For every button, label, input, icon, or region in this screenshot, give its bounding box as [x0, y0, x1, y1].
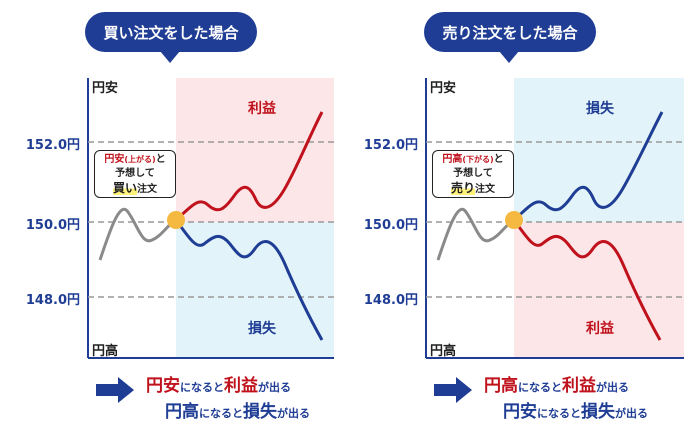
- price-label-148: 148.0円: [363, 293, 418, 308]
- sell-order-panel: 売り注文をした場合 円安 円高 152.0円 150.0円 148.0円 損失 …: [350, 0, 700, 440]
- entry-point: [505, 211, 523, 229]
- axis-top-label: 円安: [430, 81, 457, 96]
- buy-order-panel: 買い注文をした場合 円安 円高 152.0円 150.0円 148.0円 利益 …: [25, 12, 334, 422]
- zone-bottom-label: 利益: [586, 321, 614, 337]
- price-label-150: 150.0円: [363, 218, 418, 233]
- axis-bottom-label: 円高: [92, 344, 119, 359]
- price-label-152: 152.0円: [363, 138, 418, 153]
- sell-chart: [425, 78, 684, 359]
- callout-pair: 円高: [442, 154, 463, 165]
- callout-order: 売り: [450, 181, 475, 195]
- footer-line-2: 円高になると損失が出る: [165, 402, 310, 422]
- callout-order: 買い: [112, 181, 137, 195]
- buy-chart: [87, 78, 334, 359]
- price-history-line: [98, 207, 177, 261]
- callout-tail: と: [493, 154, 504, 165]
- upper-zone: [514, 78, 684, 222]
- header-pointer: [160, 51, 180, 63]
- prediction-callout: 円高(下がる)と 予想して 売り注文: [432, 150, 514, 198]
- callout-pair: 円安: [104, 154, 125, 165]
- fall-line: [174, 219, 324, 341]
- footer-line-1: 円高になると利益が出る: [484, 376, 629, 396]
- zone-bottom-label: 損失: [248, 321, 276, 337]
- callout-line2: 予想して: [453, 168, 493, 179]
- price-label-152: 152.0円: [25, 138, 80, 153]
- zone-top-label: 損失: [586, 101, 614, 117]
- axis-top-label: 円安: [92, 81, 119, 96]
- rise-line: [513, 111, 664, 222]
- panel-header: 売り注文をした場合: [424, 12, 596, 52]
- price-label-148: 148.0円: [25, 293, 80, 308]
- fall-line: [512, 219, 662, 341]
- zone-top-label: 利益: [248, 101, 276, 117]
- price-history-line: [436, 207, 515, 261]
- callout-direction: (上がる): [124, 155, 156, 164]
- callout-order-suffix: 注文: [137, 184, 157, 195]
- callout-direction: (下がる): [462, 155, 494, 164]
- rise-line: [175, 111, 324, 222]
- right-arrow-icon: [434, 377, 472, 403]
- callout-tail: と: [155, 154, 166, 165]
- price-label-150: 150.0円: [25, 218, 80, 233]
- panel-header: 買い注文をした場合: [85, 12, 257, 52]
- callout-line2: 予想して: [115, 168, 155, 179]
- entry-point: [167, 211, 185, 229]
- header-pointer: [499, 51, 519, 63]
- callout-order-suffix: 注文: [475, 184, 495, 195]
- footer-line-2: 円安になると損失が出る: [503, 402, 648, 422]
- footer-line-1: 円安になると利益が出る: [146, 376, 291, 396]
- prediction-callout: 円安(上がる)と 予想して 買い注文: [94, 150, 176, 198]
- right-arrow-icon: [96, 377, 134, 403]
- axis-bottom-label: 円高: [430, 344, 457, 359]
